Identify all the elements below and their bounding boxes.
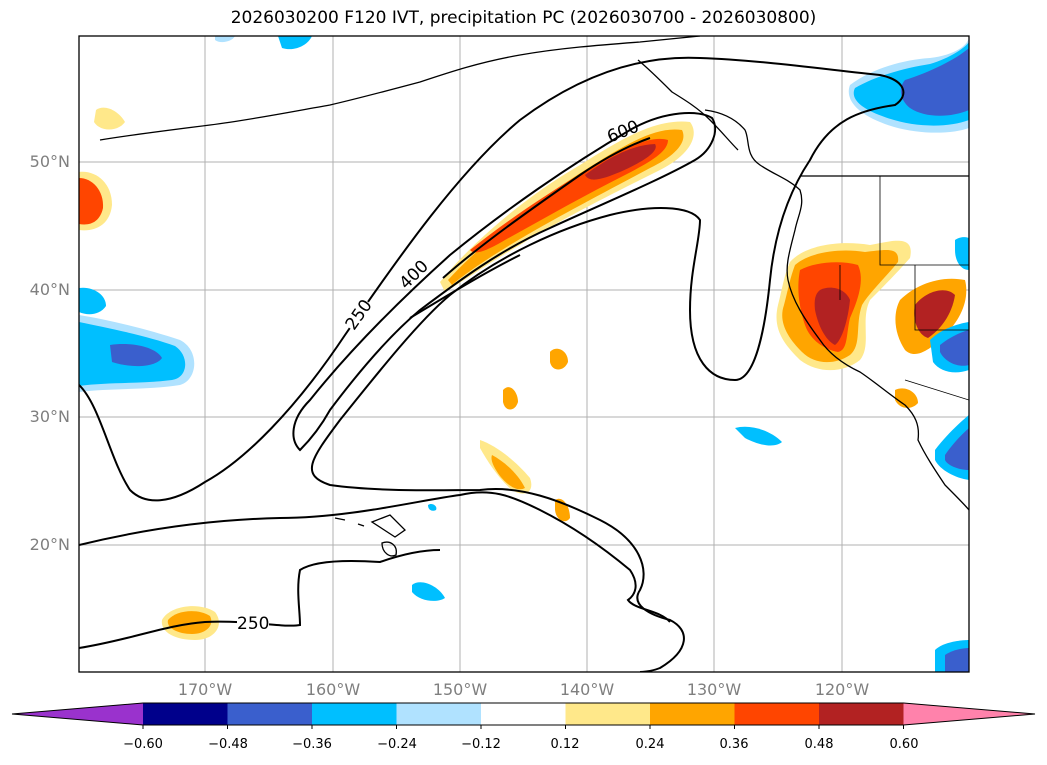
colorbar-segment-7 <box>650 703 735 725</box>
colorbar-segment-5 <box>481 703 566 725</box>
ivt-contour-250-west <box>79 549 441 649</box>
colorbar-segment-6 <box>565 703 651 725</box>
colorbar-tick-2: −0.48 <box>208 737 248 752</box>
map-frame <box>78 35 970 673</box>
coastlines <box>99 36 969 557</box>
colorbar-tick-9: 0.48 <box>804 737 834 752</box>
colorbar-segment-9 <box>819 703 904 725</box>
lon-label-130w: 130°W <box>686 680 742 699</box>
lon-label-170w: 170°W <box>177 680 233 699</box>
colorbar-segment-1 <box>143 703 228 725</box>
state-lines <box>839 176 969 401</box>
colorbar <box>11 702 1036 729</box>
colorbar-tick-8: 0.36 <box>719 737 749 752</box>
ivt-contour-400-tail <box>409 254 521 319</box>
lon-label-140w: 140°W <box>559 680 615 699</box>
colorbar-segment-3 <box>312 703 397 725</box>
colorbar-segment-8 <box>734 703 820 725</box>
colorbar-tick-4: −0.24 <box>377 737 417 752</box>
lat-label-20n: 20°N <box>29 535 70 554</box>
lon-label-120w: 120°W <box>814 680 870 699</box>
colorbar-extend-high <box>903 703 1035 725</box>
hawaii-2 <box>381 541 397 557</box>
ivt-contour-400 <box>292 112 717 452</box>
colorbar-segment-2 <box>227 703 313 725</box>
ivt-contours <box>79 56 905 672</box>
hawaii-3 <box>334 517 365 527</box>
colorbar-extend-low <box>12 703 143 725</box>
map-content <box>79 36 969 672</box>
island-cluster <box>637 59 739 151</box>
lon-label-160w: 160°W <box>305 680 361 699</box>
colorbar-tick-1: −0.60 <box>123 737 163 752</box>
north-america-coast <box>704 109 969 511</box>
colorbar-tick-10: 0.60 <box>889 737 919 752</box>
hawaii-1 <box>370 514 407 538</box>
lat-label-30n: 30°N <box>29 407 70 426</box>
colorbar-segment-4 <box>396 703 482 725</box>
map-title: 2026030200 F120 IVT, precipitation PC (2… <box>230 8 817 28</box>
ivt-contour-600 <box>442 137 651 279</box>
ivt-contour-250-south <box>79 491 671 623</box>
precip-negative-cells <box>79 36 969 672</box>
precip-us-west <box>776 240 967 408</box>
colorbar-tick-5: −0.12 <box>461 737 501 752</box>
lat-label-50n: 50°N <box>29 152 70 171</box>
ar-shading-main <box>440 121 694 292</box>
lat-label-40n: 40°N <box>29 280 70 299</box>
ivt-contour-250-main <box>79 56 905 672</box>
colorbar-tick-7: 0.24 <box>635 737 665 752</box>
contour-label-250-south: 250 <box>237 614 270 634</box>
colorbar-tick-3: −0.36 <box>292 737 332 752</box>
colorbar-tick-6: 0.12 <box>550 737 580 752</box>
lon-label-150w: 150°W <box>432 680 488 699</box>
alaska-coast <box>99 36 701 141</box>
